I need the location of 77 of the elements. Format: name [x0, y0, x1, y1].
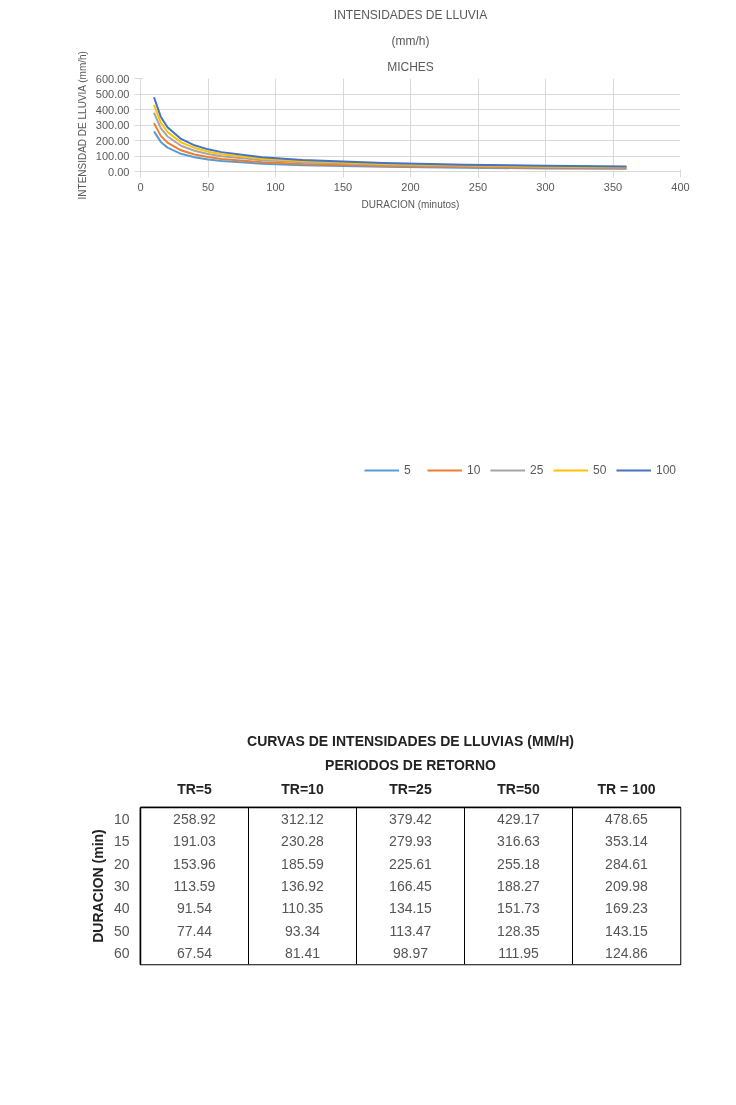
data-label: 124.86 [605, 945, 649, 962]
data-label: 169.23 [605, 900, 649, 917]
y-tick-label: 400.00 [95, 103, 130, 116]
x-tick-label: TR=10 [281, 780, 324, 797]
data-label: 153.96 [173, 855, 217, 872]
x-tick-label: TR=25 [389, 780, 432, 797]
x-tick-label: 100 [266, 180, 285, 193]
y-tick-label: 0.00 [108, 165, 130, 178]
data-label: 379.42 [389, 810, 433, 827]
x-tick-label: TR=5 [177, 780, 213, 797]
data-label: 98.97 [392, 945, 429, 962]
data-label: 151.73 [497, 900, 541, 917]
y-tick-label: 100.00 [95, 150, 130, 162]
data-label: 143.15 [605, 922, 649, 939]
chart-title: CURVAS DE INTENSIDADES DE LLUVIAS (MM/H) [247, 732, 574, 749]
x-axis-title: DURACION (minutos) [361, 198, 460, 210]
x-tick-label: 200 [401, 180, 420, 193]
data-label: 113.47 [389, 922, 432, 939]
data-label: 166.45 [389, 878, 433, 894]
x-tick-label: 350 [603, 180, 623, 193]
data-label: 128.35 [497, 922, 541, 939]
x-tick-label: 150 [333, 180, 353, 193]
y-tick-label: 300.00 [95, 119, 130, 131]
y-tick-label: 30 [113, 878, 130, 894]
chart-subtitle: (mm/h) [391, 33, 430, 48]
data-label: 209.98 [605, 878, 649, 894]
data-label: 134.15 [389, 900, 433, 917]
y-tick-label: 500.00 [95, 88, 130, 100]
data-label: 110.35 [281, 900, 324, 917]
x-tick-label: 50 [201, 180, 215, 193]
chart-title: INTENSIDADES DE LLUVIA [333, 7, 488, 22]
data-label: 185.59 [281, 855, 325, 872]
y-tick-label: 60 [113, 945, 130, 962]
y-axis-title: DURACION (min) [89, 829, 106, 943]
y-axis-title: INTENSIDAD DE LLUVIA (mm/h) [76, 51, 88, 200]
data-label: 111.95 [498, 945, 540, 962]
line-series [153, 122, 628, 170]
data-label: 478.65 [605, 810, 649, 827]
data-label: 429.17 [497, 810, 541, 827]
y-tick-label: 20 [113, 855, 130, 872]
data-label: 191.03 [173, 833, 217, 850]
data-label: 93.34 [284, 922, 321, 939]
x-axis-title: PERIODOS DE RETORNO [325, 756, 497, 773]
y-tick-label: 200.00 [95, 134, 130, 147]
data-label: 77.44 [176, 922, 213, 939]
x-tick-label: 400 [671, 180, 690, 193]
data-label: 312.12 [281, 810, 325, 827]
y-tick-label: 50 [113, 922, 130, 939]
data-label: 188.27 [497, 878, 541, 894]
y-tick-label: 10 [113, 810, 130, 827]
data-label: 113.59 [173, 878, 216, 894]
data-label: 230.28 [281, 833, 325, 850]
legend-label: 100 [655, 463, 676, 477]
data-label: 316.63 [497, 833, 541, 850]
data-label: 279.93 [389, 833, 433, 850]
legend-label: 10 [466, 463, 482, 477]
legend-label: 50 [592, 463, 608, 477]
y-tick-label: 600.00 [95, 72, 130, 85]
x-tick-label: 0 [137, 180, 144, 193]
y-tick-label: 15 [113, 833, 130, 850]
data-label: 255.18 [497, 855, 541, 872]
x-tick-label: TR = 100 [597, 780, 656, 797]
data-label: 258.92 [173, 810, 217, 827]
data-label: 225.61 [389, 855, 433, 872]
legend-label: 5 [403, 463, 412, 477]
data-label: 67.54 [176, 945, 213, 962]
data-label: 91.54 [176, 900, 213, 917]
data-label: 81.41 [284, 945, 321, 962]
data-label: 353.14 [605, 833, 649, 850]
text: MICHES [387, 59, 434, 74]
data-label: 136.92 [281, 878, 325, 894]
x-tick-label: 250 [468, 180, 488, 193]
y-tick-label: 40 [113, 900, 130, 917]
data-label: 284.61 [605, 855, 649, 872]
x-tick-label: 300 [536, 180, 555, 193]
legend-label: 25 [529, 463, 545, 477]
x-tick-label: TR=50 [497, 780, 540, 797]
